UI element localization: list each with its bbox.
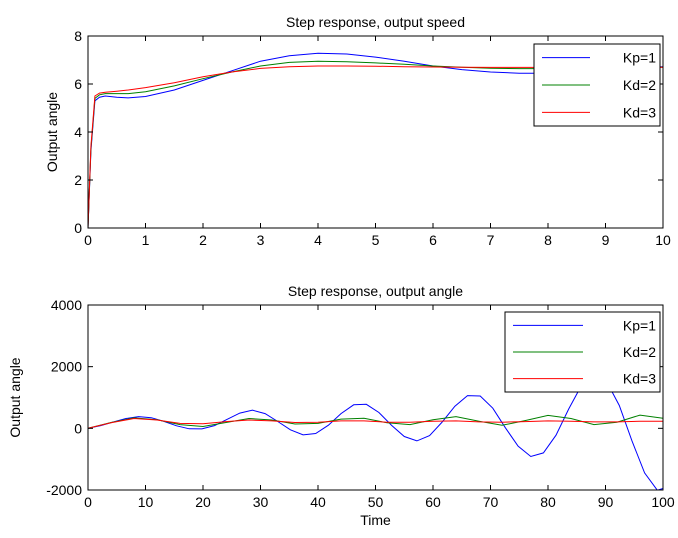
x-tick-label: 50 xyxy=(368,494,384,510)
legend-label: Kp=1 xyxy=(623,50,656,66)
x-tick-label: 1 xyxy=(142,232,150,248)
angle-chart: 0 10 20 30 40 50 60 70 80 90 100-2000020004000Step… xyxy=(7,283,675,528)
x-tick-label: 80 xyxy=(540,494,556,510)
x-tick-label: 20 xyxy=(195,494,211,510)
x-tick-label: 0 xyxy=(84,232,92,248)
y-tick-label: 0 xyxy=(74,220,82,236)
x-tick-label: 90 xyxy=(598,494,614,510)
x-tick-label: 70 xyxy=(483,494,499,510)
chart-title: Step response, output angle xyxy=(288,283,463,299)
legend-label: Kd=3 xyxy=(623,371,656,387)
x-tick-label: 7 xyxy=(487,232,495,248)
x-tick-label: 8 xyxy=(544,232,552,248)
y-axis-label: Output angle xyxy=(7,357,23,437)
y-tick-label: -2000 xyxy=(46,482,82,498)
speed-chart: 0 1 2 3 4 5 6 7 8 9 10 0 2 4 6 8 Step response, output s… xyxy=(44,14,671,248)
y-tick-label: 6 xyxy=(74,76,82,92)
x-tick-label: 30 xyxy=(253,494,269,510)
y-tick-label: 0 xyxy=(74,420,82,436)
x-tick-label: 10 xyxy=(655,232,671,248)
series-line-kp-1 xyxy=(88,374,663,490)
y-tick-label: 8 xyxy=(74,28,82,44)
x-tick-label: 5 xyxy=(372,232,380,248)
x-tick-label: 6 xyxy=(429,232,437,248)
x-tick-label: 4 xyxy=(314,232,322,248)
chart-title: Step response, output speed xyxy=(286,14,465,30)
series-line-kd-2 xyxy=(88,414,663,429)
legend-label: Kd=2 xyxy=(623,344,656,360)
x-tick-label: 9 xyxy=(602,232,610,248)
y-tick-label: 4000 xyxy=(51,297,82,313)
legend-label: Kp=1 xyxy=(623,317,656,333)
legend-label: Kd=3 xyxy=(623,104,656,120)
x-tick-label: 0 xyxy=(84,494,92,510)
x-tick-label: 60 xyxy=(425,494,441,510)
y-tick-label: 4 xyxy=(74,124,82,140)
y-tick-label: 2 xyxy=(74,172,82,188)
x-tick-label: 3 xyxy=(257,232,265,248)
y-tick-label: 2000 xyxy=(51,359,82,375)
legend-label: Kd=2 xyxy=(623,77,656,93)
x-tick-label: 2 xyxy=(199,232,207,248)
x-tick-label: 100 xyxy=(651,494,675,510)
x-tick-label: 40 xyxy=(310,494,326,510)
x-tick-label: 10 xyxy=(138,494,154,510)
y-axis-label: Output angle xyxy=(44,92,60,172)
x-axis-label: Time xyxy=(360,512,391,528)
series-line-kd-3 xyxy=(88,417,663,429)
